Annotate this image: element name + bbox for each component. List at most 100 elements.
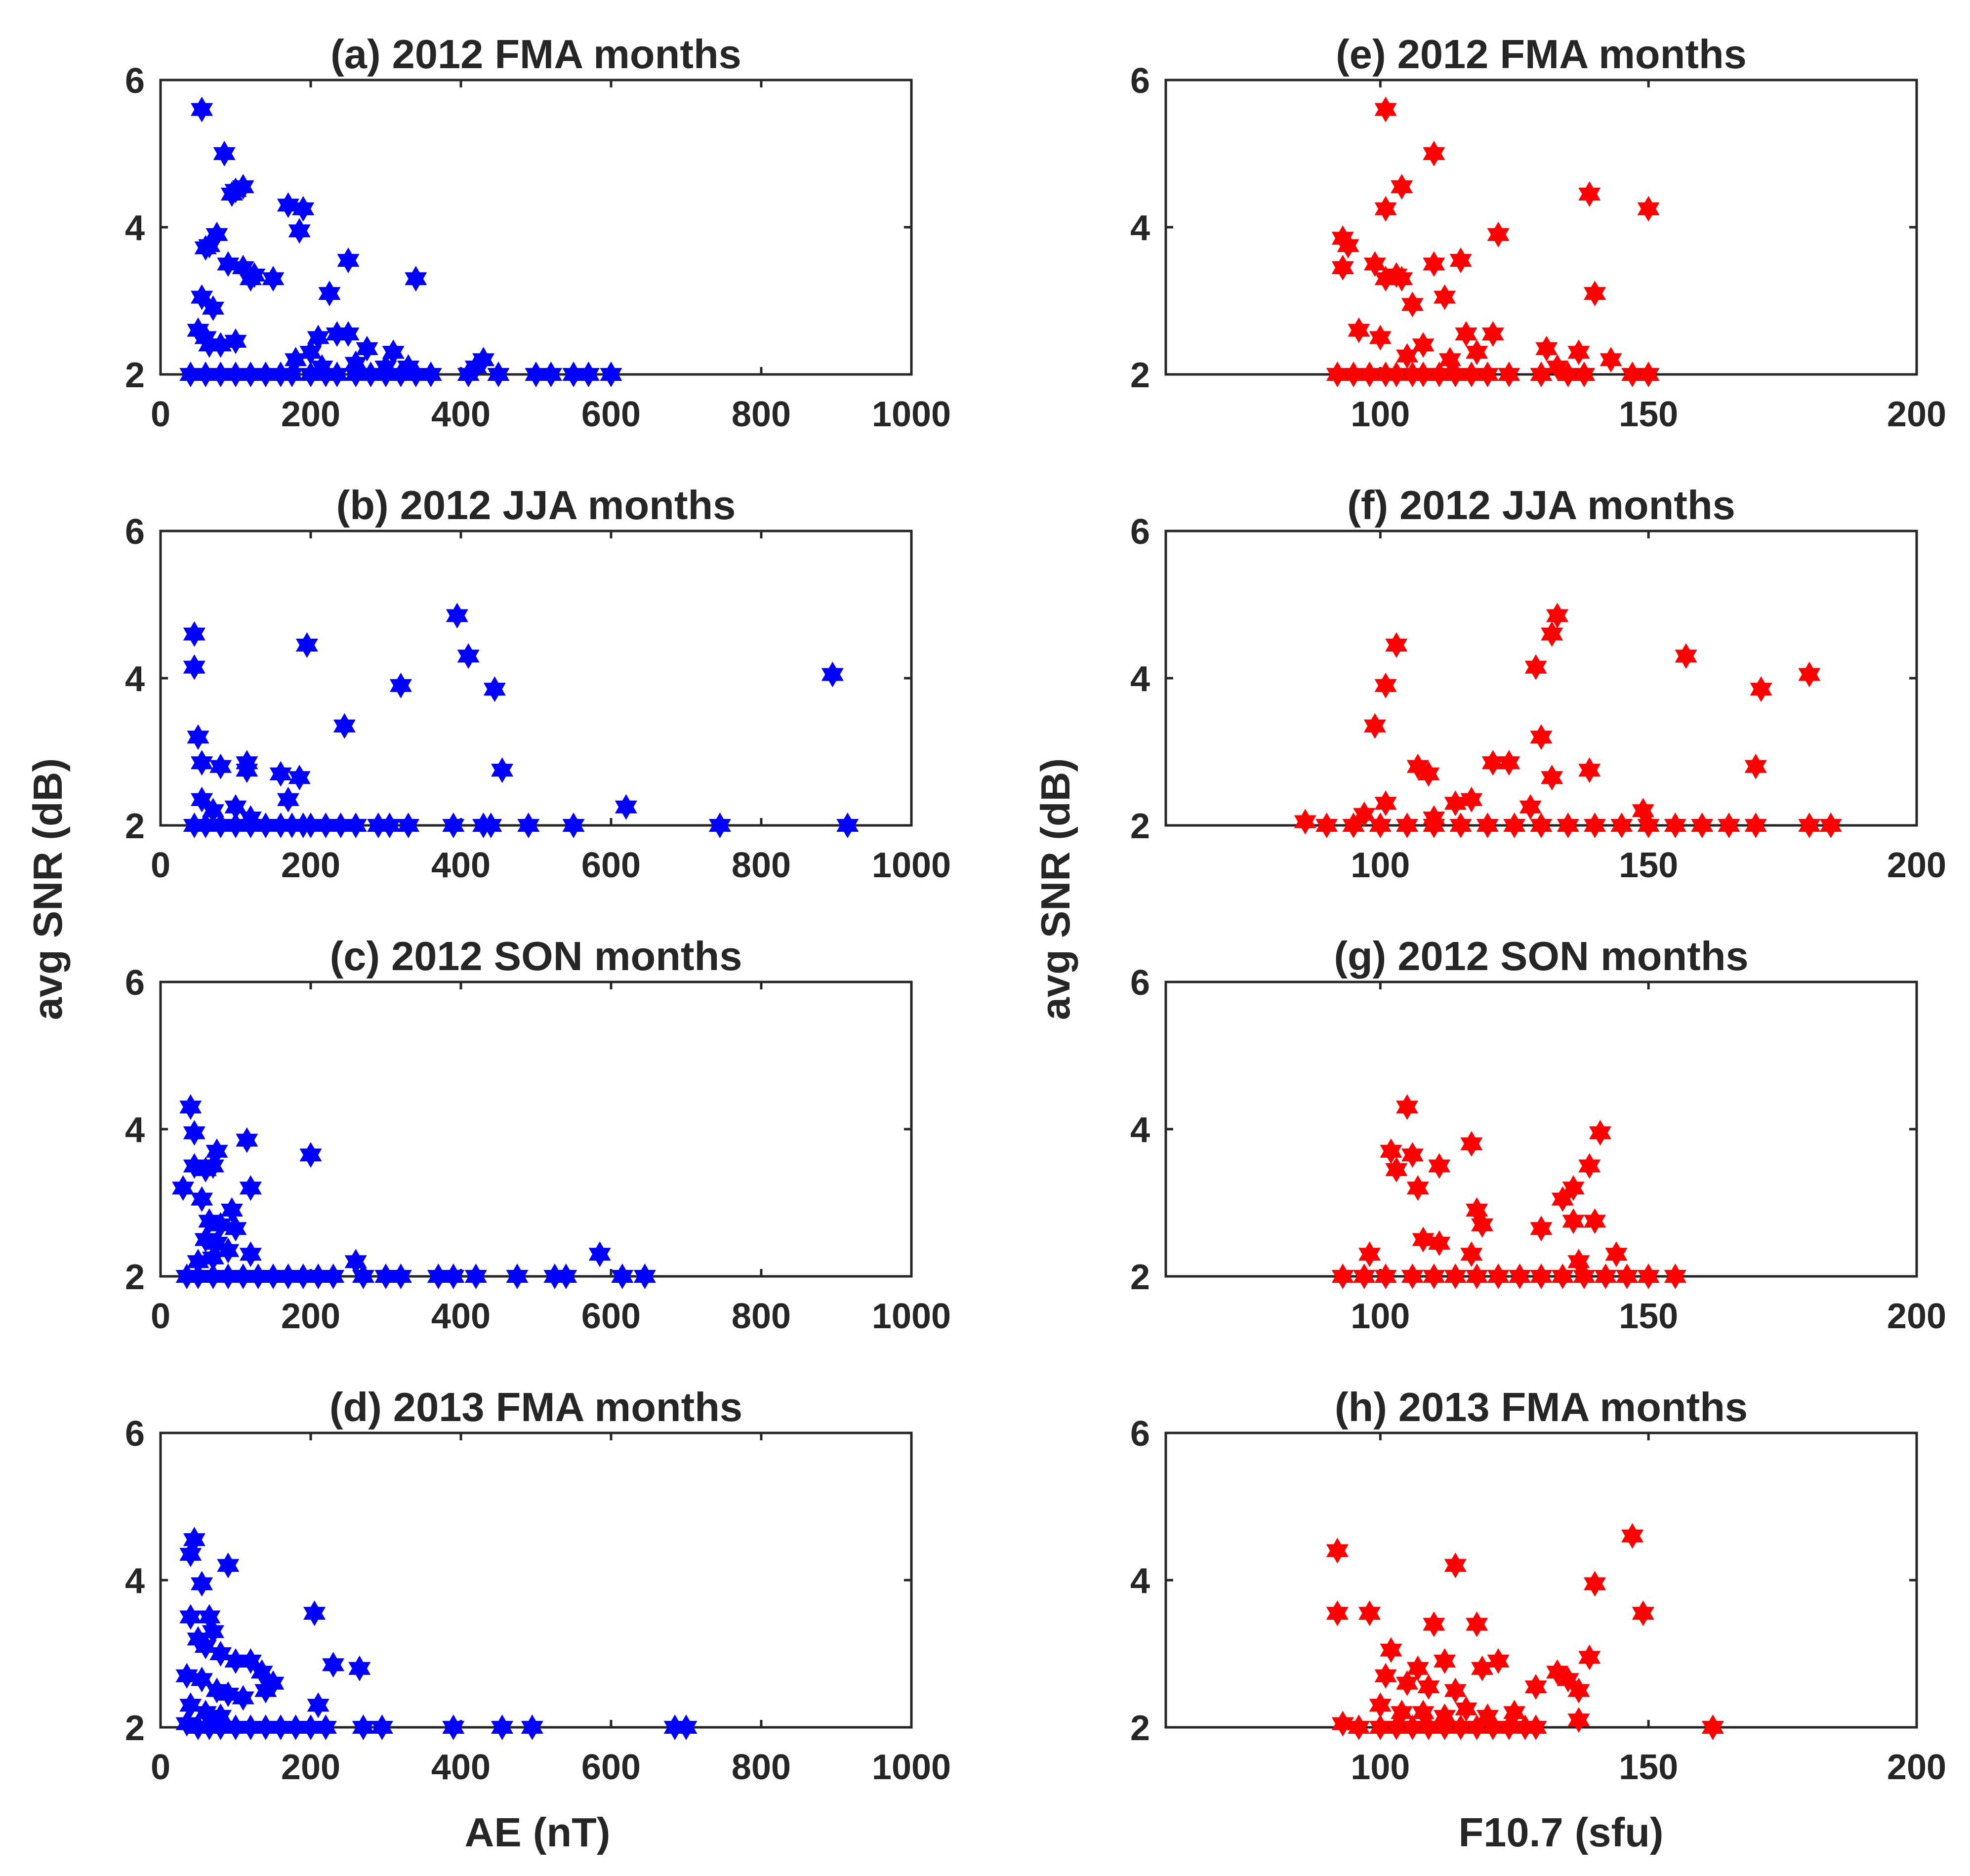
data-point xyxy=(179,1541,202,1567)
data-point xyxy=(209,361,232,388)
data-point xyxy=(1348,317,1370,343)
data-point xyxy=(1487,221,1510,247)
data-point xyxy=(179,1692,202,1718)
x-tick-label: 150 xyxy=(1619,846,1678,885)
data-point xyxy=(295,632,318,658)
data-point xyxy=(1573,1264,1596,1289)
data-point xyxy=(1578,757,1601,783)
data-point xyxy=(1396,1670,1419,1696)
data-point xyxy=(1363,251,1386,277)
data-point xyxy=(307,1263,329,1290)
data-point xyxy=(239,361,262,388)
data-point xyxy=(288,218,311,244)
x-tick-label: 0 xyxy=(151,1748,170,1787)
data-point xyxy=(1358,1600,1381,1627)
data-point xyxy=(1664,813,1686,838)
data-point xyxy=(318,281,341,307)
x-tick-label: 100 xyxy=(1351,846,1410,885)
data-point xyxy=(217,1237,240,1264)
data-point xyxy=(254,361,277,388)
data-point xyxy=(1412,1226,1435,1253)
y-tick-label: 2 xyxy=(125,356,145,395)
data-point xyxy=(442,1263,465,1290)
x-tick-label: 0 xyxy=(151,395,170,434)
data-point xyxy=(217,251,240,277)
y-tick-label: 6 xyxy=(1130,61,1150,101)
data-point xyxy=(1551,1186,1574,1212)
data-point xyxy=(187,724,209,750)
data-point xyxy=(1417,1674,1440,1700)
left-ylabel: avg SNR (dB) xyxy=(25,758,71,1020)
data-point xyxy=(1498,362,1520,387)
data-point xyxy=(487,361,510,388)
panel-d: (d) 2013 FMA months 0 200 400 600 800 1000 2 4 6 xyxy=(125,1384,951,1787)
y-tick-label: 2 xyxy=(1130,1709,1150,1748)
panel-title: (d) 2013 FMA months xyxy=(329,1384,742,1430)
data-point xyxy=(329,812,352,839)
data-point xyxy=(1374,196,1397,222)
data-point xyxy=(1637,1264,1660,1289)
data-point xyxy=(1744,812,1767,839)
data-point xyxy=(1616,1263,1639,1290)
data-point xyxy=(262,266,285,292)
data-point xyxy=(1358,1241,1381,1267)
data-point xyxy=(183,621,205,647)
data-point xyxy=(202,1153,224,1179)
x-tick-label: 150 xyxy=(1619,395,1678,434)
data-point xyxy=(1744,753,1767,779)
data-point xyxy=(205,221,228,247)
data-point xyxy=(1326,1538,1349,1564)
data-point xyxy=(356,335,378,362)
data-point xyxy=(1567,1707,1590,1733)
data-point xyxy=(1718,812,1740,839)
data-point xyxy=(1460,786,1483,813)
y-tick-label: 4 xyxy=(1130,208,1150,248)
axes-frame xyxy=(159,79,913,376)
data-point xyxy=(1535,335,1558,362)
data-point xyxy=(1412,332,1435,358)
data-point xyxy=(175,1663,198,1689)
data-point xyxy=(675,1714,698,1741)
x-tick-label: 100 xyxy=(1351,1297,1410,1336)
data-point xyxy=(262,1263,285,1290)
data-point xyxy=(292,196,315,222)
data-point xyxy=(611,1263,634,1290)
data-point xyxy=(1315,812,1338,839)
data-point xyxy=(1396,813,1419,838)
data-point xyxy=(1530,812,1553,839)
data-point xyxy=(1369,812,1392,839)
data-point xyxy=(1406,1655,1429,1681)
data-point xyxy=(539,361,562,388)
data-point xyxy=(1428,1153,1451,1179)
axes-frame xyxy=(1164,79,1918,376)
y-tick-label: 4 xyxy=(1130,1110,1150,1150)
data-point xyxy=(491,757,514,783)
data-point xyxy=(1567,1677,1590,1704)
data-point xyxy=(191,96,213,122)
data-point xyxy=(1423,141,1445,166)
data-point xyxy=(1423,813,1445,838)
data-point xyxy=(348,1655,371,1681)
data-point xyxy=(1600,347,1622,373)
data-points xyxy=(179,96,622,388)
data-points xyxy=(183,603,859,839)
data-point xyxy=(243,262,266,288)
data-point xyxy=(1331,225,1354,251)
data-point xyxy=(633,1263,656,1290)
data-point xyxy=(1471,1655,1494,1681)
data-points xyxy=(175,1527,698,1741)
panel-a: (a) 2012 FMA months 0 200 400 600 800 1000 2 4 6 xyxy=(125,31,951,434)
data-point xyxy=(179,361,202,388)
data-point xyxy=(1584,1571,1606,1597)
x-tick-label: 100 xyxy=(1351,1748,1410,1787)
panel-g: (g) 2012 SON months 100 150 200 2 4 6 xyxy=(1130,933,1946,1336)
data-point xyxy=(491,1714,514,1741)
data-point xyxy=(285,1714,307,1741)
x-tick-label: 1000 xyxy=(872,1297,951,1336)
data-point xyxy=(442,812,465,839)
data-point xyxy=(209,753,232,779)
data-point xyxy=(1460,1131,1483,1157)
y-tick-label: 2 xyxy=(1130,356,1150,395)
data-point xyxy=(1374,96,1397,122)
